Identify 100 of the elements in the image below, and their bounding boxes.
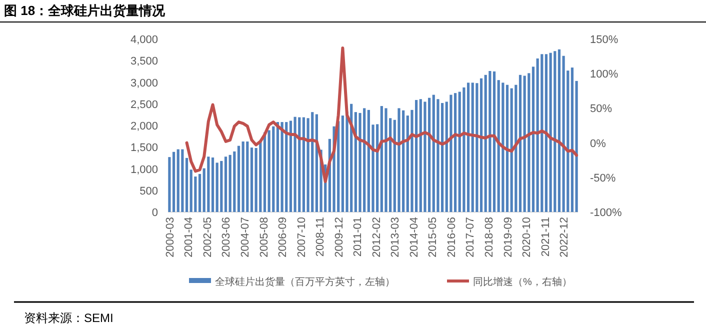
chart-title: 图 18：全球硅片出货量情况 [4,3,166,18]
x-tick-label: 2014-04 [408,217,420,258]
text: 资料来源：SEMI [24,311,114,325]
bar [424,102,426,212]
bar [181,149,184,212]
bar [311,112,314,212]
bar [254,148,258,212]
y-tick-label: 0 [152,207,158,219]
bar [294,116,296,212]
bar [510,88,513,212]
bar [242,142,244,212]
bar [410,110,414,212]
bar [246,142,249,212]
bar [341,116,344,212]
y2-tick-label: 0% [590,138,606,150]
bar [393,120,396,212]
bar [436,99,440,212]
bar [549,52,552,212]
bar [202,168,206,212]
bar [363,108,366,212]
bar [450,94,452,212]
bar [458,92,461,212]
y2-tick-label: -50% [590,172,616,184]
y-tick-label: 3,000 [130,77,158,90]
bar [302,117,306,212]
bar [168,157,171,212]
bar [389,118,392,212]
bar [492,71,496,212]
bar [194,176,197,212]
bar [216,162,218,212]
y-tick-label: 500 [140,185,158,198]
x-tick-label: 2005-08 [258,217,270,258]
y-tick-label: 2,000 [130,120,158,132]
bar [540,54,544,212]
y-tick-label: 2,500 [130,98,158,111]
bar [376,124,379,212]
bar [220,160,223,212]
bar [415,100,418,212]
x-tick-label: 2022-12 [558,217,571,258]
bar [518,74,522,212]
bar [354,112,357,212]
bar [224,156,228,212]
x-tick-label: 2001-04 [183,217,196,258]
x-tick-label: 2002-05 [202,217,214,258]
bar [280,122,284,212]
bar [454,93,457,212]
x-tick-label: 2003-06 [220,217,233,258]
y-tick-label: 1,000 [130,164,158,176]
x-tick-label: 2006-09 [277,217,290,258]
bar [466,82,470,212]
bar [523,76,526,212]
bar [263,132,266,212]
bar [536,58,539,212]
y-tick-label: 1,500 [130,142,158,154]
x-tick-label: 2015-05 [427,217,440,258]
bar [172,152,176,212]
bar [462,87,466,212]
x-tick-label: 2020-10 [521,217,534,258]
x-tick-label: 2011-01 [352,217,364,257]
bar [497,80,500,212]
x-tick-label: 2019-09 [502,217,514,258]
bar [207,156,210,212]
bar [176,149,180,212]
bar [575,80,578,212]
x-tick-label: 2009-12 [333,217,346,258]
bar [480,78,483,212]
x-tick-label: 2004-07 [240,217,252,258]
bar [268,130,270,212]
bar [228,154,232,212]
x-tick-label: 2017-07 [464,217,477,258]
bar [544,54,548,212]
bar [514,84,518,212]
y2-tick-label: 150% [590,34,618,46]
bar [528,73,530,212]
bar [484,74,487,212]
bar [185,158,188,212]
x-tick-label: 2016-06 [446,217,458,258]
bar [198,174,202,212]
bar [558,49,561,212]
bar [428,98,431,212]
bar [272,126,275,212]
x-tick-label: 2018-08 [483,217,496,258]
x-tick-label: 2013-03 [390,217,402,258]
x-tick-label: 2000-03 [164,217,176,258]
bar [384,108,388,212]
bar [432,94,435,212]
bar [250,148,254,212]
bar [502,82,504,212]
bar [380,106,383,212]
legend-label: 同比增速（%，右轴） [473,276,572,288]
y2-tick-label: -100% [590,207,622,219]
bar [367,110,370,212]
bar [562,56,565,212]
bar [298,117,301,212]
y2-tick-label: 50% [590,103,612,116]
bar [259,142,262,212]
bar [358,112,362,212]
bar [190,170,192,212]
y-tick-label: 3,500 [130,56,158,68]
bar [211,158,214,212]
